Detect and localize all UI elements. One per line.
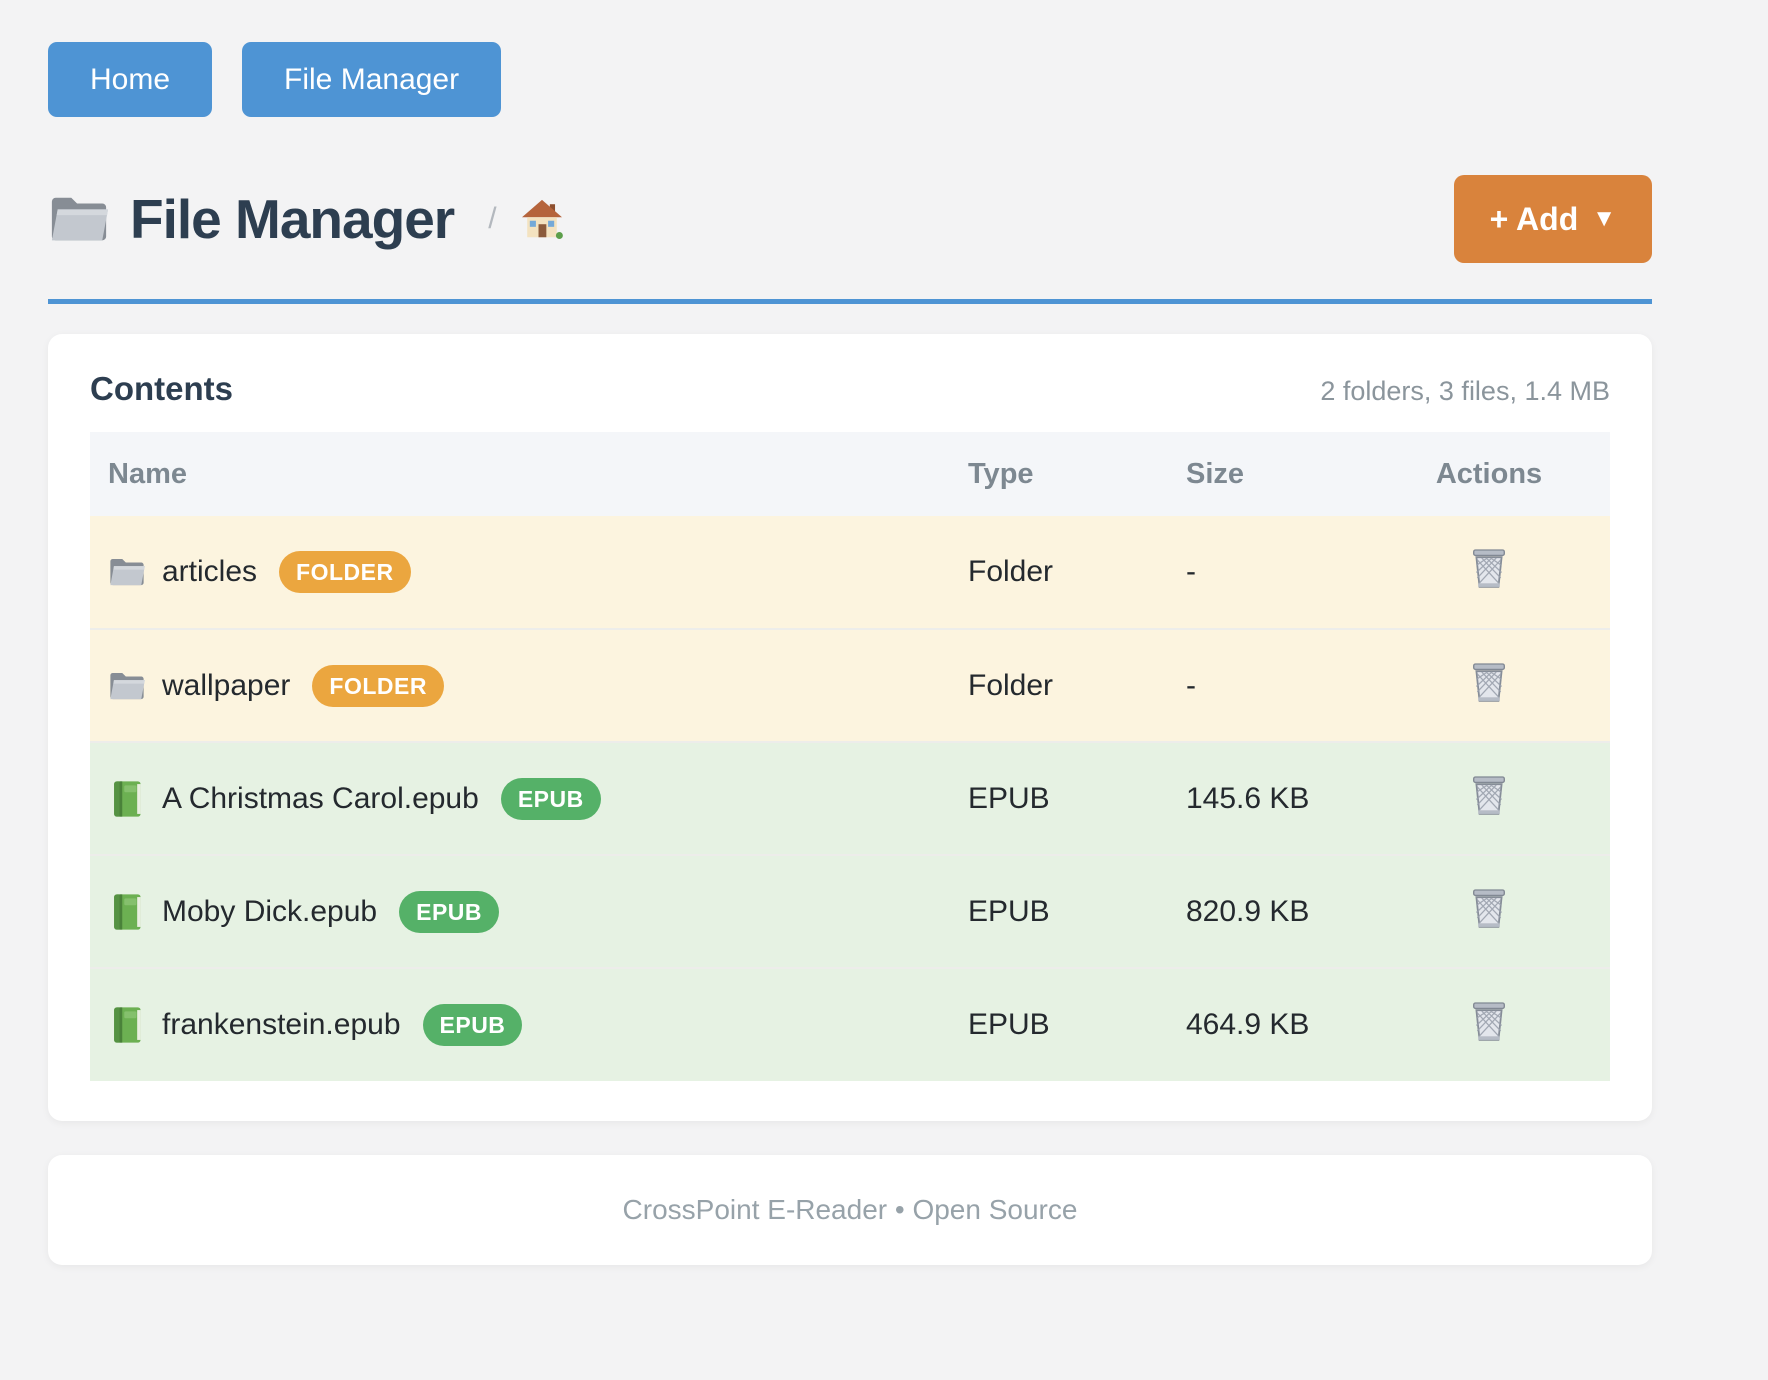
- type-badge: FOLDER: [312, 664, 444, 707]
- type-cell: Folder: [968, 668, 1054, 702]
- trash-icon: [1471, 1000, 1507, 1042]
- delete-button[interactable]: [1471, 661, 1507, 703]
- type-badge: EPUB: [500, 777, 601, 820]
- contents-title: Contents: [90, 370, 233, 407]
- file-table: Name Type Size Actions articles FOLDER F…: [90, 432, 1610, 1081]
- breadcrumb: File Manager /: [48, 187, 563, 251]
- add-button-label: + Add: [1489, 200, 1579, 237]
- footer: CrossPoint E-Reader • Open Source: [48, 1155, 1652, 1265]
- type-cell: EPUB: [968, 894, 1050, 928]
- chevron-down-icon: ▼: [1592, 205, 1616, 232]
- breadcrumb-separator: /: [488, 202, 497, 235]
- file-table-body: articles FOLDER Folder - wallpaper FOLDE…: [90, 516, 1610, 1081]
- page-header: File Manager / + Add ▼: [48, 175, 1652, 263]
- book-icon: [108, 893, 146, 931]
- delete-button[interactable]: [1471, 887, 1507, 929]
- size-cell: 145.6 KB: [1186, 781, 1310, 815]
- type-badge: EPUB: [422, 1004, 523, 1046]
- table-row: wallpaper FOLDER Folder -: [90, 629, 1610, 742]
- type-cell: EPUB: [968, 1008, 1050, 1041]
- type-badge: EPUB: [399, 890, 500, 933]
- type-cell: Folder: [968, 555, 1054, 588]
- table-row: frankenstein.epub EPUB EPUB 464.9 KB: [90, 968, 1610, 1081]
- add-button[interactable]: + Add ▼: [1453, 175, 1652, 263]
- file-manager-nav-button[interactable]: File Manager: [242, 42, 502, 117]
- folder-icon: [48, 193, 110, 245]
- trash-icon: [1471, 661, 1507, 703]
- type-cell: EPUB: [968, 781, 1050, 815]
- file-name-link[interactable]: articles: [162, 555, 258, 588]
- page-title: File Manager: [130, 188, 455, 250]
- size-cell: -: [1186, 668, 1196, 702]
- column-header-actions: Actions: [1368, 432, 1610, 516]
- home-nav-button[interactable]: Home: [48, 42, 213, 117]
- contents-summary: 2 folders, 3 files, 1.4 MB: [1320, 376, 1610, 406]
- footer-text: CrossPoint E-Reader • Open Source: [622, 1194, 1078, 1225]
- size-cell: -: [1186, 555, 1196, 588]
- file-name-link[interactable]: Moby Dick.epub: [162, 894, 378, 928]
- trash-icon: [1471, 547, 1507, 589]
- table-header-row: Name Type Size Actions: [90, 432, 1610, 516]
- header-divider: [48, 299, 1652, 304]
- size-cell: 820.9 KB: [1186, 894, 1310, 928]
- trash-icon: [1471, 887, 1507, 929]
- contents-card: Contents 2 folders, 3 files, 1.4 MB Name…: [48, 334, 1652, 1121]
- delete-button[interactable]: [1471, 1000, 1507, 1042]
- page: Home File Manager File Manager / + Add ▼…: [48, 0, 1652, 1265]
- file-name-link[interactable]: frankenstein.epub: [162, 1008, 401, 1041]
- delete-button[interactable]: [1471, 774, 1507, 816]
- book-icon: [108, 1006, 146, 1044]
- delete-button[interactable]: [1471, 547, 1507, 589]
- home-icon[interactable]: [521, 199, 563, 239]
- table-row: Moby Dick.epub EPUB EPUB 820.9 KB: [90, 855, 1610, 968]
- book-icon: [108, 780, 146, 818]
- folder-icon: [108, 553, 146, 591]
- table-row: articles FOLDER Folder -: [90, 516, 1610, 629]
- type-badge: FOLDER: [279, 551, 411, 593]
- file-name-link[interactable]: wallpaper: [162, 668, 291, 702]
- column-header-name: Name: [90, 432, 950, 516]
- size-cell: 464.9 KB: [1186, 1008, 1310, 1041]
- trash-icon: [1471, 774, 1507, 816]
- table-row: A Christmas Carol.epub EPUB EPUB 145.6 K…: [90, 742, 1610, 855]
- folder-icon: [108, 667, 146, 705]
- column-header-type: Type: [950, 432, 1168, 516]
- contents-card-header: Contents 2 folders, 3 files, 1.4 MB: [90, 370, 1610, 408]
- top-nav: Home File Manager: [48, 42, 1652, 117]
- file-name-link[interactable]: A Christmas Carol.epub: [162, 781, 479, 815]
- column-header-size: Size: [1168, 432, 1368, 516]
